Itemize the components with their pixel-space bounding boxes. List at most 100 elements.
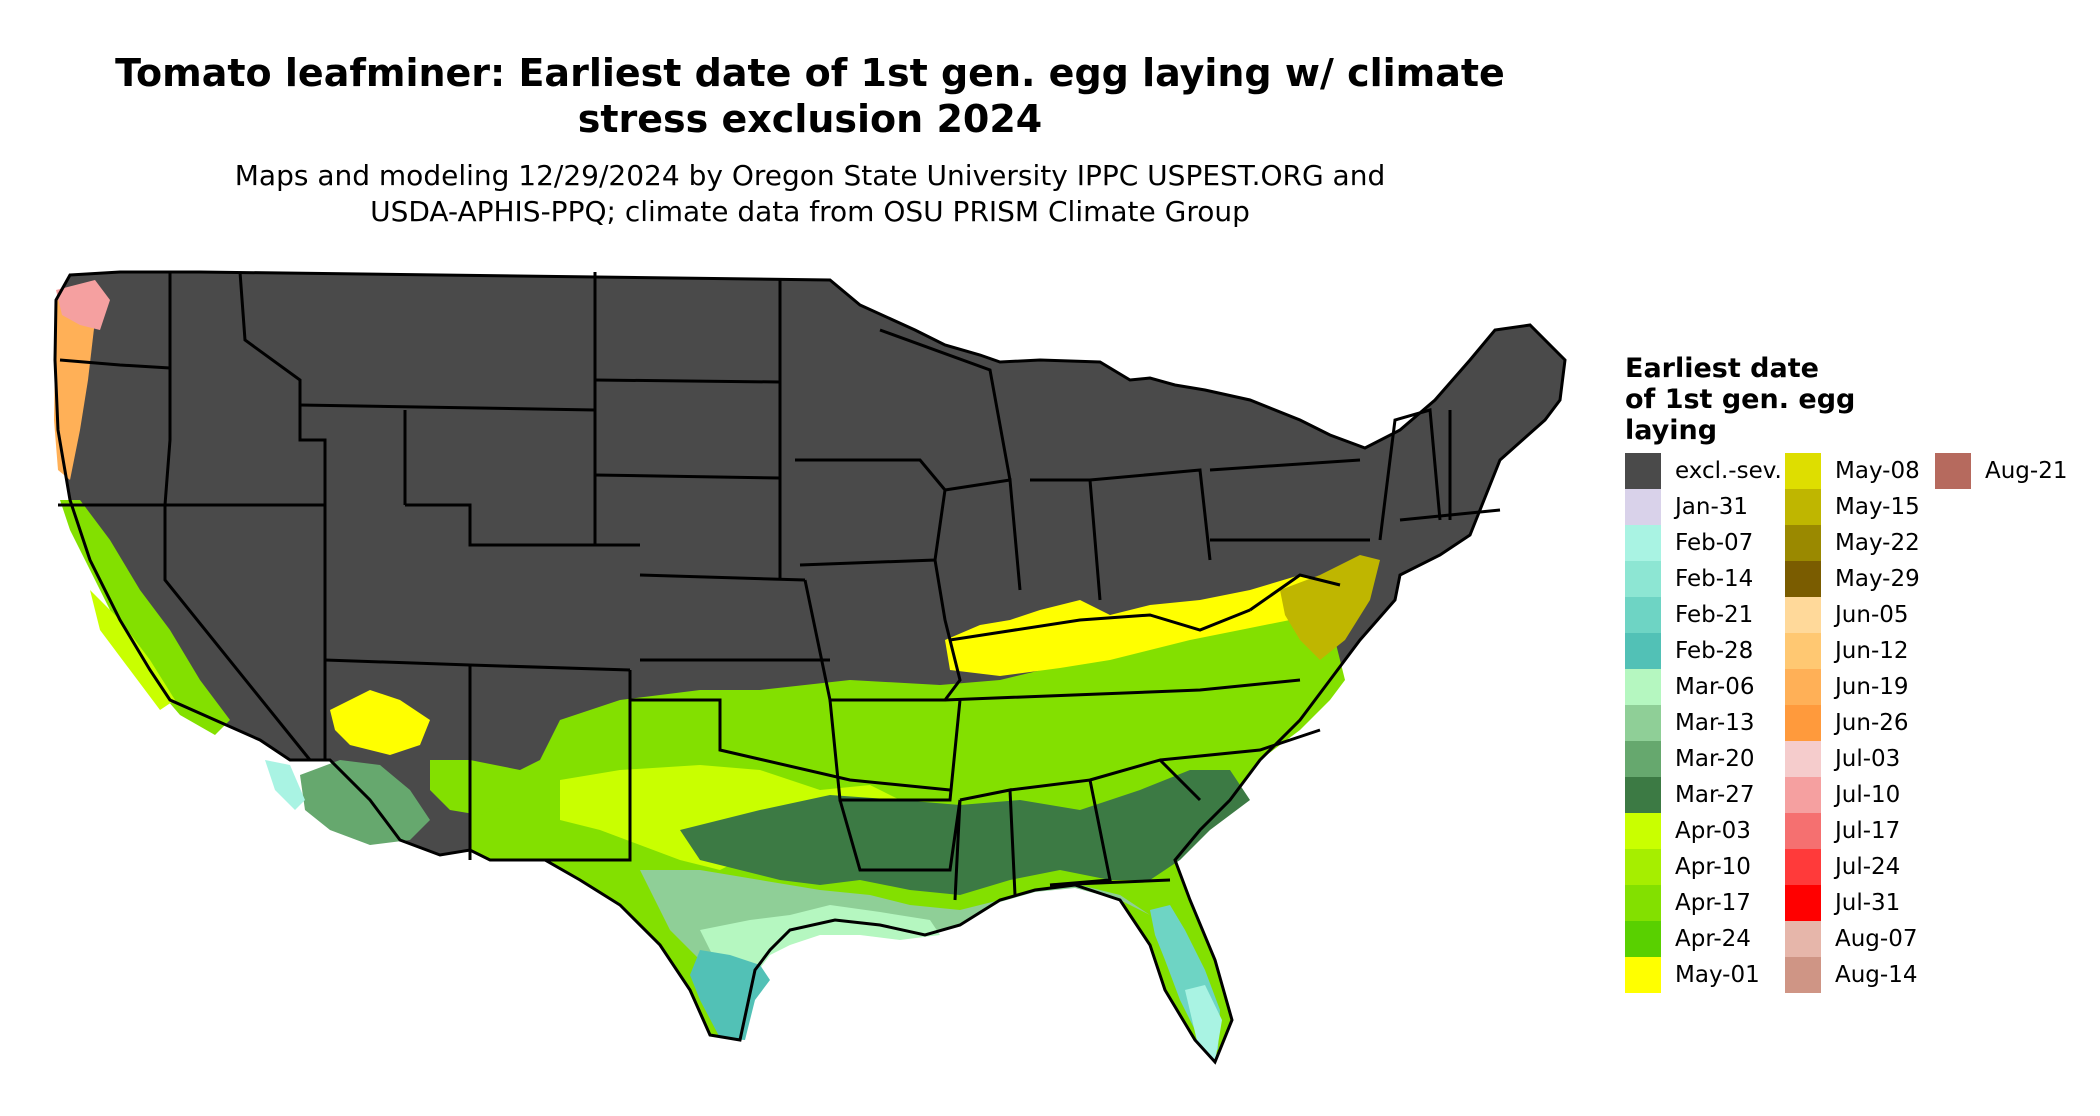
map-title-line1: Tomato leafminer: Earliest date of 1st g… — [115, 51, 1505, 95]
legend-item: Feb-07 — [1625, 525, 1753, 561]
legend-item: Mar-06 — [1625, 669, 1755, 705]
legend-swatch — [1625, 633, 1661, 669]
legend-item: Apr-03 — [1625, 813, 1751, 849]
legend-item: Apr-17 — [1625, 885, 1751, 921]
legend-label: Feb-14 — [1675, 566, 1754, 592]
us-map — [53, 270, 1567, 1065]
fl-tip — [1185, 985, 1222, 1062]
legend-item: Jul-10 — [1785, 777, 1900, 813]
southwest-yellow — [330, 690, 430, 755]
legend-label: May-08 — [1835, 458, 1920, 484]
legend-item: Jun-05 — [1785, 597, 1909, 633]
legend-swatch — [1785, 813, 1821, 849]
legend-swatch — [1785, 597, 1821, 633]
legend-label: Apr-17 — [1675, 890, 1751, 916]
legend-label: May-01 — [1675, 962, 1760, 988]
legend-label: Jan-31 — [1675, 494, 1749, 520]
legend-swatch — [1785, 561, 1821, 597]
az-desert-green — [300, 760, 430, 845]
legend-swatch — [1625, 705, 1661, 741]
legend-item: Feb-21 — [1625, 597, 1753, 633]
southwest-green — [430, 760, 540, 815]
legend-item: Jun-12 — [1785, 633, 1909, 669]
legend-label: May-22 — [1835, 530, 1920, 556]
legend-swatch — [1625, 489, 1661, 525]
legend-item: May-22 — [1785, 525, 1920, 561]
legend-swatch — [1625, 597, 1661, 633]
legend-label: Mar-06 — [1675, 674, 1755, 700]
legend-swatch — [1935, 453, 1971, 489]
legend-swatch — [1625, 669, 1661, 705]
legend-swatch — [1785, 489, 1821, 525]
legend-label: Jun-19 — [1835, 674, 1909, 700]
legend-item: May-08 — [1785, 453, 1920, 489]
legend-swatch — [1785, 921, 1821, 957]
legend-swatch — [1785, 453, 1821, 489]
legend-label: Feb-28 — [1675, 638, 1754, 664]
legend-label: Feb-07 — [1675, 530, 1754, 556]
legend-label: Jul-10 — [1835, 782, 1901, 808]
legend-swatch — [1785, 525, 1821, 561]
legend-title-line3: laying — [1625, 415, 1718, 446]
legend-label: Jun-26 — [1835, 710, 1909, 736]
legend-swatch — [1625, 561, 1661, 597]
legend-swatch — [1785, 849, 1821, 885]
legend-swatch — [1625, 777, 1661, 813]
legend-label: Mar-13 — [1675, 710, 1755, 736]
legend-label: Aug-07 — [1835, 926, 1918, 952]
legend-label: Jul-24 — [1835, 854, 1901, 880]
legend-title-line1: Earliest date — [1625, 353, 1819, 384]
legend-item: Jul-17 — [1785, 813, 1900, 849]
legend-swatch — [1625, 921, 1661, 957]
legend-swatch — [1625, 849, 1661, 885]
legend-item: Mar-27 — [1625, 777, 1755, 813]
legend-item: Jun-19 — [1785, 669, 1909, 705]
legend-title-line2: of 1st gen. egg — [1625, 384, 1856, 415]
legend-label: Apr-03 — [1675, 818, 1751, 844]
mid-atlantic-olive — [1280, 555, 1380, 660]
band-mar06 — [700, 905, 940, 995]
legend-label: May-15 — [1835, 494, 1920, 520]
legend-label: Mar-20 — [1675, 746, 1755, 772]
legend-swatch — [1785, 669, 1821, 705]
legend-label: Feb-21 — [1675, 602, 1754, 628]
legend-label: Jul-17 — [1835, 818, 1901, 844]
legend-item: Apr-10 — [1625, 849, 1751, 885]
legend-item: Aug-14 — [1785, 957, 1917, 993]
legend-swatch — [1625, 885, 1661, 921]
legend-label: Jun-05 — [1835, 602, 1909, 628]
legend-swatch — [1625, 453, 1661, 489]
legend-item: Aug-07 — [1785, 921, 1917, 957]
wa-pink — [56, 280, 110, 330]
legend-label: Jul-31 — [1835, 890, 1901, 916]
legend-item: Jul-24 — [1785, 849, 1900, 885]
legend-label: May-29 — [1835, 566, 1920, 592]
state-borders — [53, 270, 1567, 1065]
legend-label: Aug-14 — [1835, 962, 1918, 988]
legend-label: excl.-sev. — [1675, 458, 1782, 484]
legend-swatch — [1785, 705, 1821, 741]
band-mar13 — [640, 870, 1150, 1000]
legend-item: Mar-13 — [1625, 705, 1755, 741]
legend-item: May-01 — [1625, 957, 1760, 993]
legend-item: Mar-20 — [1625, 741, 1755, 777]
legend-swatch — [1625, 957, 1661, 993]
legend-item: excl.-sev. — [1625, 453, 1782, 489]
legend-item: Jun-26 — [1785, 705, 1909, 741]
tx-coast-teal — [690, 950, 770, 1040]
legend-item: Aug-21 — [1935, 453, 2067, 489]
map-subtitle-line2: USDA-APHIS-PPQ; climate data from OSU PR… — [370, 195, 1250, 228]
legend-swatch — [1785, 741, 1821, 777]
legend-label: Apr-24 — [1675, 926, 1751, 952]
legend-item: May-15 — [1785, 489, 1920, 525]
legend-swatch — [1785, 633, 1821, 669]
us-outline-excluded — [55, 272, 1565, 1062]
legend-swatch — [1625, 741, 1661, 777]
legend-item: Jul-31 — [1785, 885, 1900, 921]
ca-yellow — [90, 590, 175, 710]
legend-item: May-29 — [1785, 561, 1920, 597]
legend-item: Feb-28 — [1625, 633, 1753, 669]
legend-label: Mar-27 — [1675, 782, 1755, 808]
legend-swatch — [1785, 885, 1821, 921]
legend-item: Jan-31 — [1625, 489, 1748, 525]
